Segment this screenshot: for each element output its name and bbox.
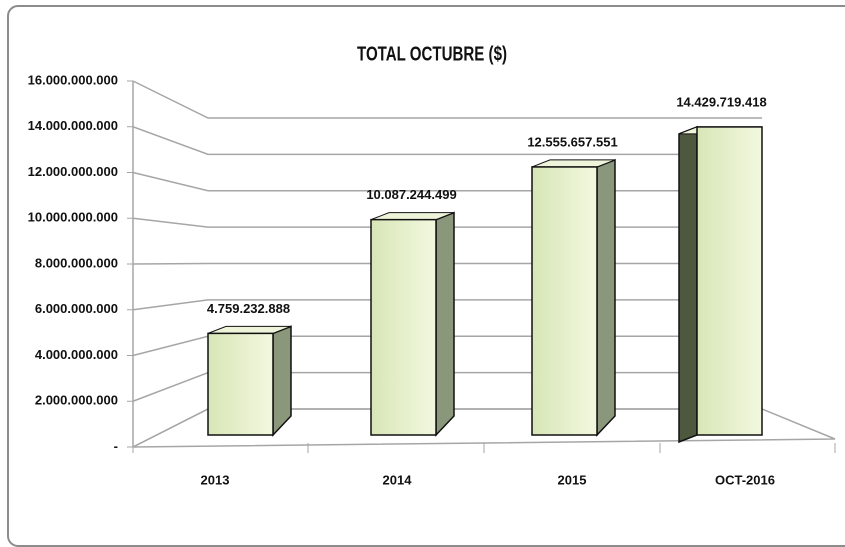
bar-side (272, 325, 292, 437)
value-label: 10.087.244.499 (366, 187, 456, 202)
y-tick-label: 2.000.000.000 (35, 393, 118, 408)
y-tick-label: 12.000.000.000 (28, 164, 118, 179)
bar-side (435, 211, 455, 437)
y-tick-label: - (114, 438, 118, 453)
value-label: 12.555.657.551 (527, 134, 617, 149)
bar (531, 166, 598, 436)
y-tick-label: 14.000.000.000 (28, 118, 118, 133)
x-tick-label: 2015 (558, 472, 587, 487)
value-label: 4.759.232.888 (207, 301, 290, 316)
x-tick-label: 2014 (383, 472, 413, 487)
y-tick-label: 6.000.000.000 (35, 301, 118, 316)
y-tick-label: 8.000.000.000 (35, 255, 118, 270)
bar (696, 126, 763, 436)
bar-side (596, 158, 616, 437)
value-label: 14.429.719.418 (676, 94, 766, 109)
y-tick-label: 4.000.000.000 (35, 347, 118, 362)
bar (370, 218, 437, 436)
y-tick-label: 16.000.000.000 (28, 72, 118, 87)
grid-line (132, 80, 762, 119)
x-tick-label: OCT-2016 (715, 472, 775, 487)
chart-title: TOTAL OCTUBRE ($) (357, 43, 507, 65)
bar (207, 332, 274, 436)
bar-side (678, 125, 698, 444)
x-tick-label: 2013 (201, 472, 230, 487)
grid-line (132, 126, 762, 156)
y-tick-label: 10.000.000.000 (28, 210, 118, 225)
